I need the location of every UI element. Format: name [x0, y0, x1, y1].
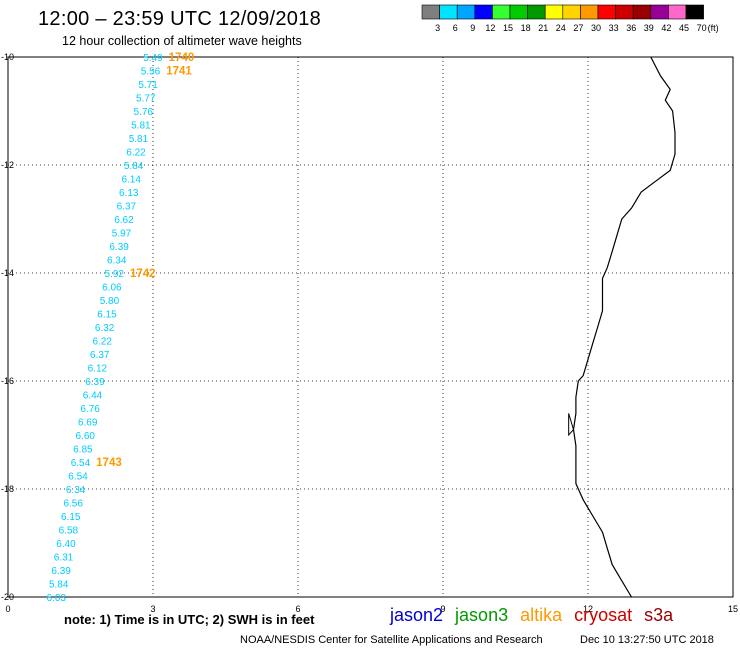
swh-reading: 6.37 [90, 350, 110, 361]
swh-reading: 5.77 [136, 94, 156, 105]
legend-label: 39 [644, 23, 654, 33]
swh-reading: 6.39 [85, 377, 105, 388]
x-tick-label: 3 [150, 604, 155, 614]
y-tick-label: -16 [1, 376, 14, 386]
swh-reading: 6.32 [95, 323, 115, 334]
swh-reading: 6.40 [56, 539, 76, 550]
swh-reading: 6.60 [76, 431, 96, 442]
satellite-jason2: jason2 [390, 605, 444, 625]
swh-reading: 5.71 [138, 80, 158, 91]
credit-text: NOAA/NESDIS Center for Satellite Applica… [240, 634, 543, 646]
satellite-s3a: s3a [644, 605, 674, 625]
swh-reading: 6.39 [109, 242, 129, 253]
swh-reading: 6.34 [66, 485, 86, 496]
legend-label: 33 [609, 23, 619, 33]
swh-reading: 5.81 [129, 134, 149, 145]
legend-swatch-70 [685, 4, 704, 20]
legend-label: 36 [626, 23, 636, 33]
color-legend: 3 6 9 12 15 18 21 24 27 30 33 36 39 42 45 70 (ft) [421, 4, 719, 33]
legend-label: 70 [697, 23, 707, 33]
swh-reading: 5.80 [100, 296, 120, 307]
y-tick-label: -12 [1, 160, 14, 170]
swh-reading: 6.76 [80, 404, 100, 415]
x-tick-label: 12 [583, 604, 593, 614]
swh-reading: 6.34 [107, 256, 127, 267]
legend-label: 30 [591, 23, 601, 33]
satellite-legend: jason2 jason3 altika cryosat s3a [390, 605, 685, 626]
generated-timestamp: Dec 10 13:27:50 UTC 2018 [580, 634, 714, 646]
x-tick-label: 0 [5, 604, 10, 614]
legend-label: 42 [661, 23, 671, 33]
swh-reading: 5.84 [49, 580, 69, 591]
satellite-jason3: jason3 [455, 605, 509, 625]
legend-label: 9 [470, 23, 475, 33]
x-tick-label: 9 [440, 604, 445, 614]
swh-reading: 6.22 [92, 337, 112, 348]
swh-reading: 6.62 [114, 215, 134, 226]
pass-time-label: 1740 [169, 52, 195, 64]
coast-island [568, 413, 575, 437]
legend-unit: (ft) [708, 23, 719, 33]
notes-text: note: 1) Time is in UTC; 2) SWH is in fe… [64, 612, 315, 627]
swh-reading: 6.39 [51, 566, 71, 577]
legend-label: 21 [538, 23, 548, 33]
swh-reading: 6.15 [61, 512, 81, 523]
swh-reading: 6.06 [102, 283, 122, 294]
y-tick-label: -14 [1, 268, 14, 278]
legend-label: 45 [679, 23, 689, 33]
x-tick-label: 15 [728, 604, 738, 614]
legend-label: 18 [521, 23, 531, 33]
swh-reading: 6.22 [126, 148, 146, 159]
legend-label: 3 [435, 23, 440, 33]
map-frame [7, 56, 734, 598]
swh-reading: 6.44 [83, 391, 103, 402]
legend-label: 27 [573, 23, 583, 33]
pass-time-label: 1743 [96, 457, 122, 469]
swh-reading: 6.54 [71, 458, 91, 469]
legend-label: 24 [556, 23, 566, 33]
swh-reading: 5.84 [124, 161, 144, 172]
x-tick-label: 6 [295, 604, 300, 614]
y-tick-label: -18 [1, 484, 14, 494]
legend-label: 6 [453, 23, 458, 33]
swh-reading: 6.14 [121, 175, 141, 186]
swh-reading: 5.81 [131, 121, 151, 132]
swh-reading: 5.97 [112, 229, 132, 240]
swh-reading: 6.58 [59, 526, 79, 537]
pass-time-label: 1742 [130, 268, 156, 280]
swh-reading: 6.12 [88, 364, 108, 375]
swh-reading: 6.03 [47, 593, 67, 604]
swh-reading: 5.76 [134, 107, 154, 118]
swh-reading: 6.31 [54, 553, 74, 564]
swh-reading: 6.85 [73, 445, 93, 456]
coastline [572, 56, 676, 598]
satellite-cryosat: cryosat [574, 605, 633, 625]
satellite-altika: altika [520, 605, 563, 625]
swh-reading: 6.54 [68, 472, 88, 483]
swh-reading: 6.56 [63, 499, 83, 510]
map-title: 12:00 – 23:59 UTC 12/09/2018 [38, 8, 322, 30]
swh-reading: 6.13 [119, 188, 139, 199]
y-tick-label: -10 [1, 52, 14, 62]
pass-time-label: 1741 [166, 66, 192, 78]
y-tick-label: -20 [1, 592, 14, 602]
swh-reading: 5.92 [105, 269, 125, 280]
map-subtitle: 12 hour collection of altimeter wave hei… [62, 34, 302, 48]
swh-reading: 6.37 [117, 202, 137, 213]
legend-label: 15 [503, 23, 513, 33]
swh-reading: 6.69 [78, 418, 98, 429]
swh-reading: 6.15 [97, 310, 117, 321]
swh-reading: 5.49 [143, 53, 163, 64]
legend-label: 12 [485, 23, 495, 33]
swh-reading: 5.56 [141, 67, 161, 78]
